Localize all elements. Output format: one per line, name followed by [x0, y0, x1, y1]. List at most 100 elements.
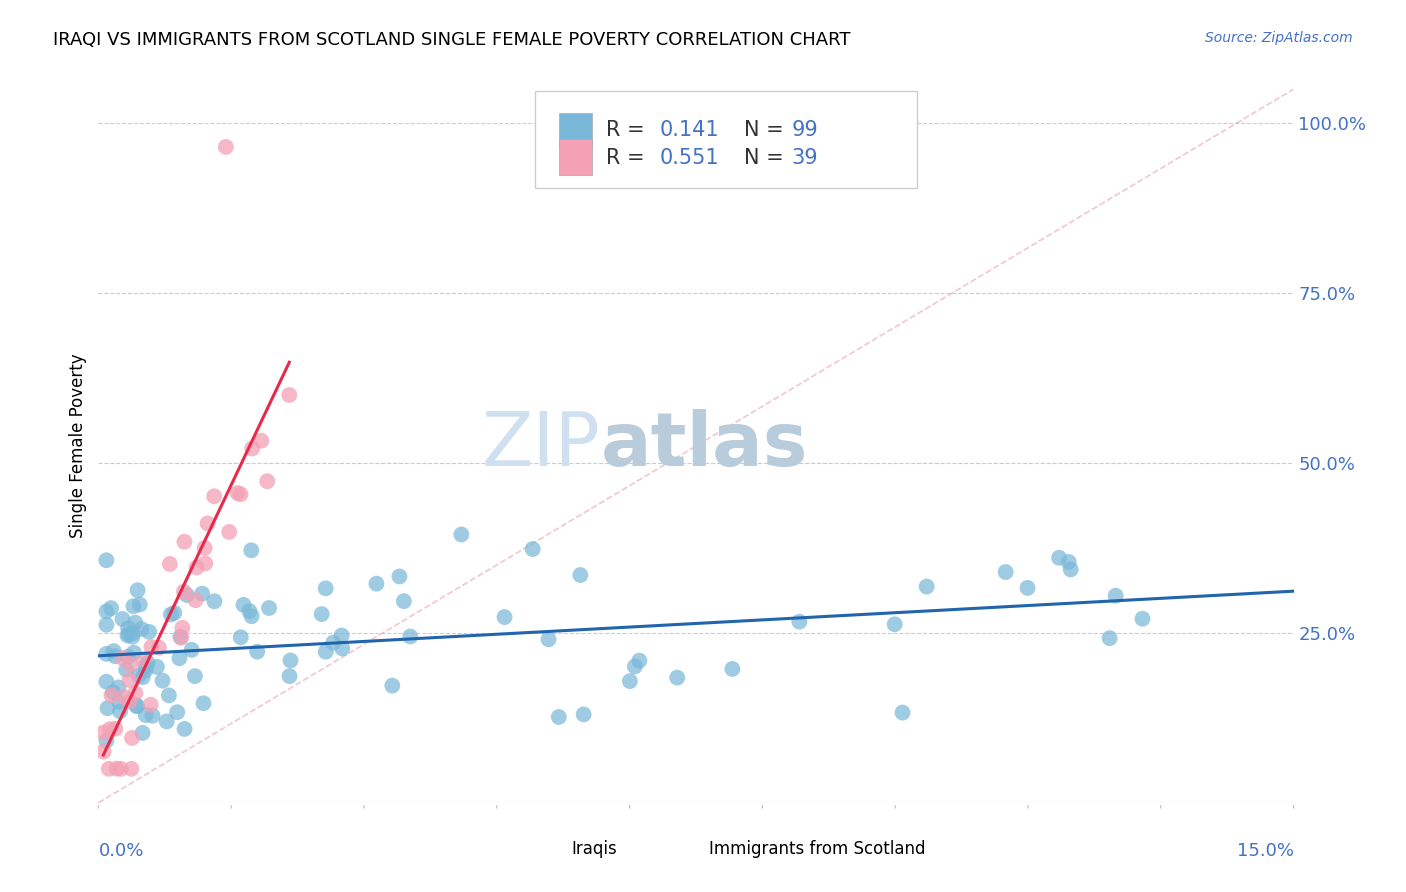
Point	[91, 725, 114, 739]
Point	[98, 722, 121, 736]
Point	[250, 434, 273, 448]
Point	[101, 685, 124, 699]
Point	[170, 631, 193, 645]
Text: 0.141: 0.141	[661, 120, 720, 140]
Text: N =: N =	[744, 120, 790, 140]
Point	[392, 594, 415, 608]
Point	[124, 686, 146, 700]
Point	[111, 651, 134, 665]
Point	[96, 674, 118, 689]
Point	[381, 679, 404, 693]
Point	[173, 584, 195, 599]
Point	[121, 630, 143, 644]
Point	[322, 635, 344, 649]
Point	[110, 762, 132, 776]
Point	[128, 598, 150, 612]
Point	[194, 557, 217, 571]
Point	[131, 726, 153, 740]
Point	[176, 588, 198, 602]
Point	[139, 698, 162, 712]
Point	[128, 669, 150, 683]
FancyBboxPatch shape	[558, 139, 592, 175]
Point	[122, 599, 145, 614]
Point	[1098, 631, 1121, 645]
Point	[131, 622, 153, 636]
Text: 0.551: 0.551	[661, 148, 720, 168]
Point	[315, 645, 337, 659]
Point	[522, 541, 544, 556]
Point	[96, 604, 118, 618]
Point	[278, 388, 301, 402]
Point	[537, 632, 560, 647]
Point	[96, 617, 118, 632]
Point	[100, 688, 122, 702]
Point	[180, 643, 202, 657]
Point	[330, 628, 353, 642]
Point	[240, 543, 263, 558]
Point	[240, 609, 263, 624]
Point	[238, 604, 260, 618]
Point	[311, 607, 333, 621]
Point	[132, 652, 155, 666]
Point	[121, 626, 143, 640]
Point	[572, 707, 595, 722]
Point	[194, 541, 217, 555]
Point	[111, 612, 134, 626]
Point	[96, 701, 118, 715]
Point	[202, 489, 225, 503]
Point	[624, 659, 647, 673]
Text: 39: 39	[792, 148, 818, 168]
Point	[666, 671, 689, 685]
Point	[135, 659, 157, 673]
Point	[118, 694, 141, 708]
Point	[494, 610, 516, 624]
Point	[108, 704, 131, 718]
Point	[215, 140, 238, 154]
Point	[388, 569, 411, 583]
Point	[193, 696, 215, 710]
Point	[721, 662, 744, 676]
Point	[117, 621, 139, 635]
Point	[1132, 612, 1154, 626]
Point	[246, 645, 269, 659]
Point	[108, 695, 131, 709]
Point	[96, 733, 118, 747]
Point	[142, 708, 165, 723]
Point	[184, 669, 207, 683]
Point	[135, 663, 157, 677]
Point	[124, 615, 146, 630]
Point	[120, 762, 142, 776]
Text: Iraqis: Iraqis	[572, 840, 617, 858]
Point	[160, 607, 183, 622]
Text: 0.0%: 0.0%	[98, 842, 143, 860]
Point	[256, 474, 278, 488]
Point	[186, 560, 208, 574]
Text: ZIP: ZIP	[482, 409, 600, 483]
Point	[104, 649, 127, 664]
Point	[103, 644, 125, 658]
Point	[156, 714, 179, 729]
Point	[1017, 581, 1039, 595]
Point	[125, 699, 148, 714]
Point	[915, 580, 938, 594]
Text: R =: R =	[606, 148, 651, 168]
Point	[1057, 555, 1080, 569]
Point	[226, 486, 249, 500]
Point	[184, 593, 207, 607]
Text: IRAQI VS IMMIGRANTS FROM SCOTLAND SINGLE FEMALE POVERTY CORRELATION CHART: IRAQI VS IMMIGRANTS FROM SCOTLAND SINGLE…	[53, 31, 851, 49]
Point	[96, 647, 118, 661]
Point	[218, 524, 240, 539]
Point	[122, 646, 145, 660]
Point	[172, 621, 194, 635]
Point	[132, 670, 155, 684]
Point	[1104, 589, 1126, 603]
Point	[315, 582, 337, 596]
Point	[135, 708, 157, 723]
FancyBboxPatch shape	[534, 91, 917, 187]
Text: 15.0%: 15.0%	[1236, 842, 1294, 860]
Point	[115, 663, 138, 677]
Text: Immigrants from Scotland: Immigrants from Scotland	[709, 840, 925, 858]
Point	[330, 641, 353, 656]
Point	[117, 628, 139, 642]
Point	[96, 553, 118, 567]
